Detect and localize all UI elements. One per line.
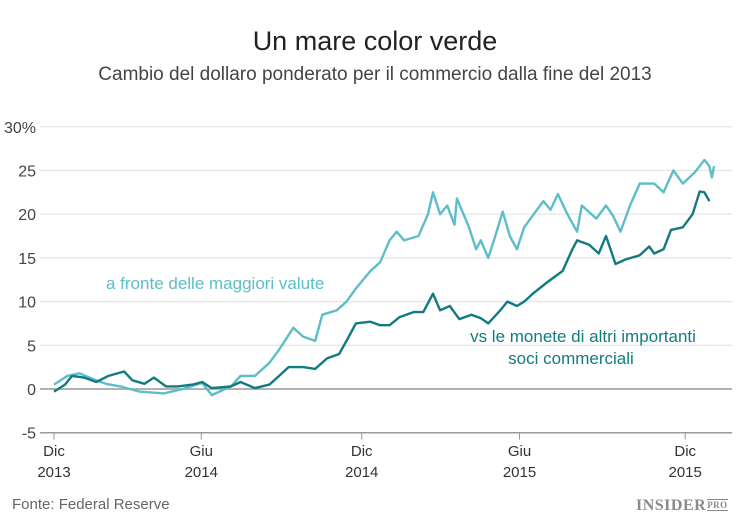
chart-title: Un mare color verde	[252, 26, 498, 56]
y-tick-label: 0	[27, 382, 36, 399]
annotation-others-line2: soci commerciali	[508, 349, 634, 368]
y-tick-label: 20	[18, 207, 36, 224]
x-tick-year: 2014	[345, 464, 378, 481]
annotation-others-line1: vs le monete di altri importanti	[470, 327, 696, 346]
y-tick-label: 10	[18, 295, 36, 312]
y-tick-label: 5	[27, 338, 36, 355]
source-note: Fonte: Federal Reserve	[12, 496, 170, 513]
y-tick-label: 30%	[4, 120, 36, 137]
x-tick-year: 2015	[669, 464, 702, 481]
chart-subtitle: Cambio del dollaro ponderato per il comm…	[98, 64, 652, 85]
insider-pro-logo: INSIDERPRO	[636, 497, 728, 515]
y-tick-label: 25	[18, 164, 36, 181]
x-tick-label: Dic	[674, 443, 696, 460]
x-tick-year: 2015	[503, 464, 536, 481]
x-tick-label: Giu	[508, 443, 531, 460]
logo-sup: PRO	[707, 499, 728, 511]
x-tick-label: Dic	[43, 443, 65, 460]
y-tick-label: 15	[18, 251, 36, 268]
x-tick-year: 2014	[185, 464, 218, 481]
x-tick-year: 2013	[37, 464, 70, 481]
annotation-major: a fronte delle maggiori valute	[106, 274, 324, 293]
logo-text: INSIDER	[636, 497, 707, 514]
series-line-other-partners	[53, 190, 711, 393]
x-tick-label: Giu	[190, 443, 213, 460]
y-tick-label: -5	[22, 426, 36, 443]
x-tick-label: Dic	[351, 443, 373, 460]
